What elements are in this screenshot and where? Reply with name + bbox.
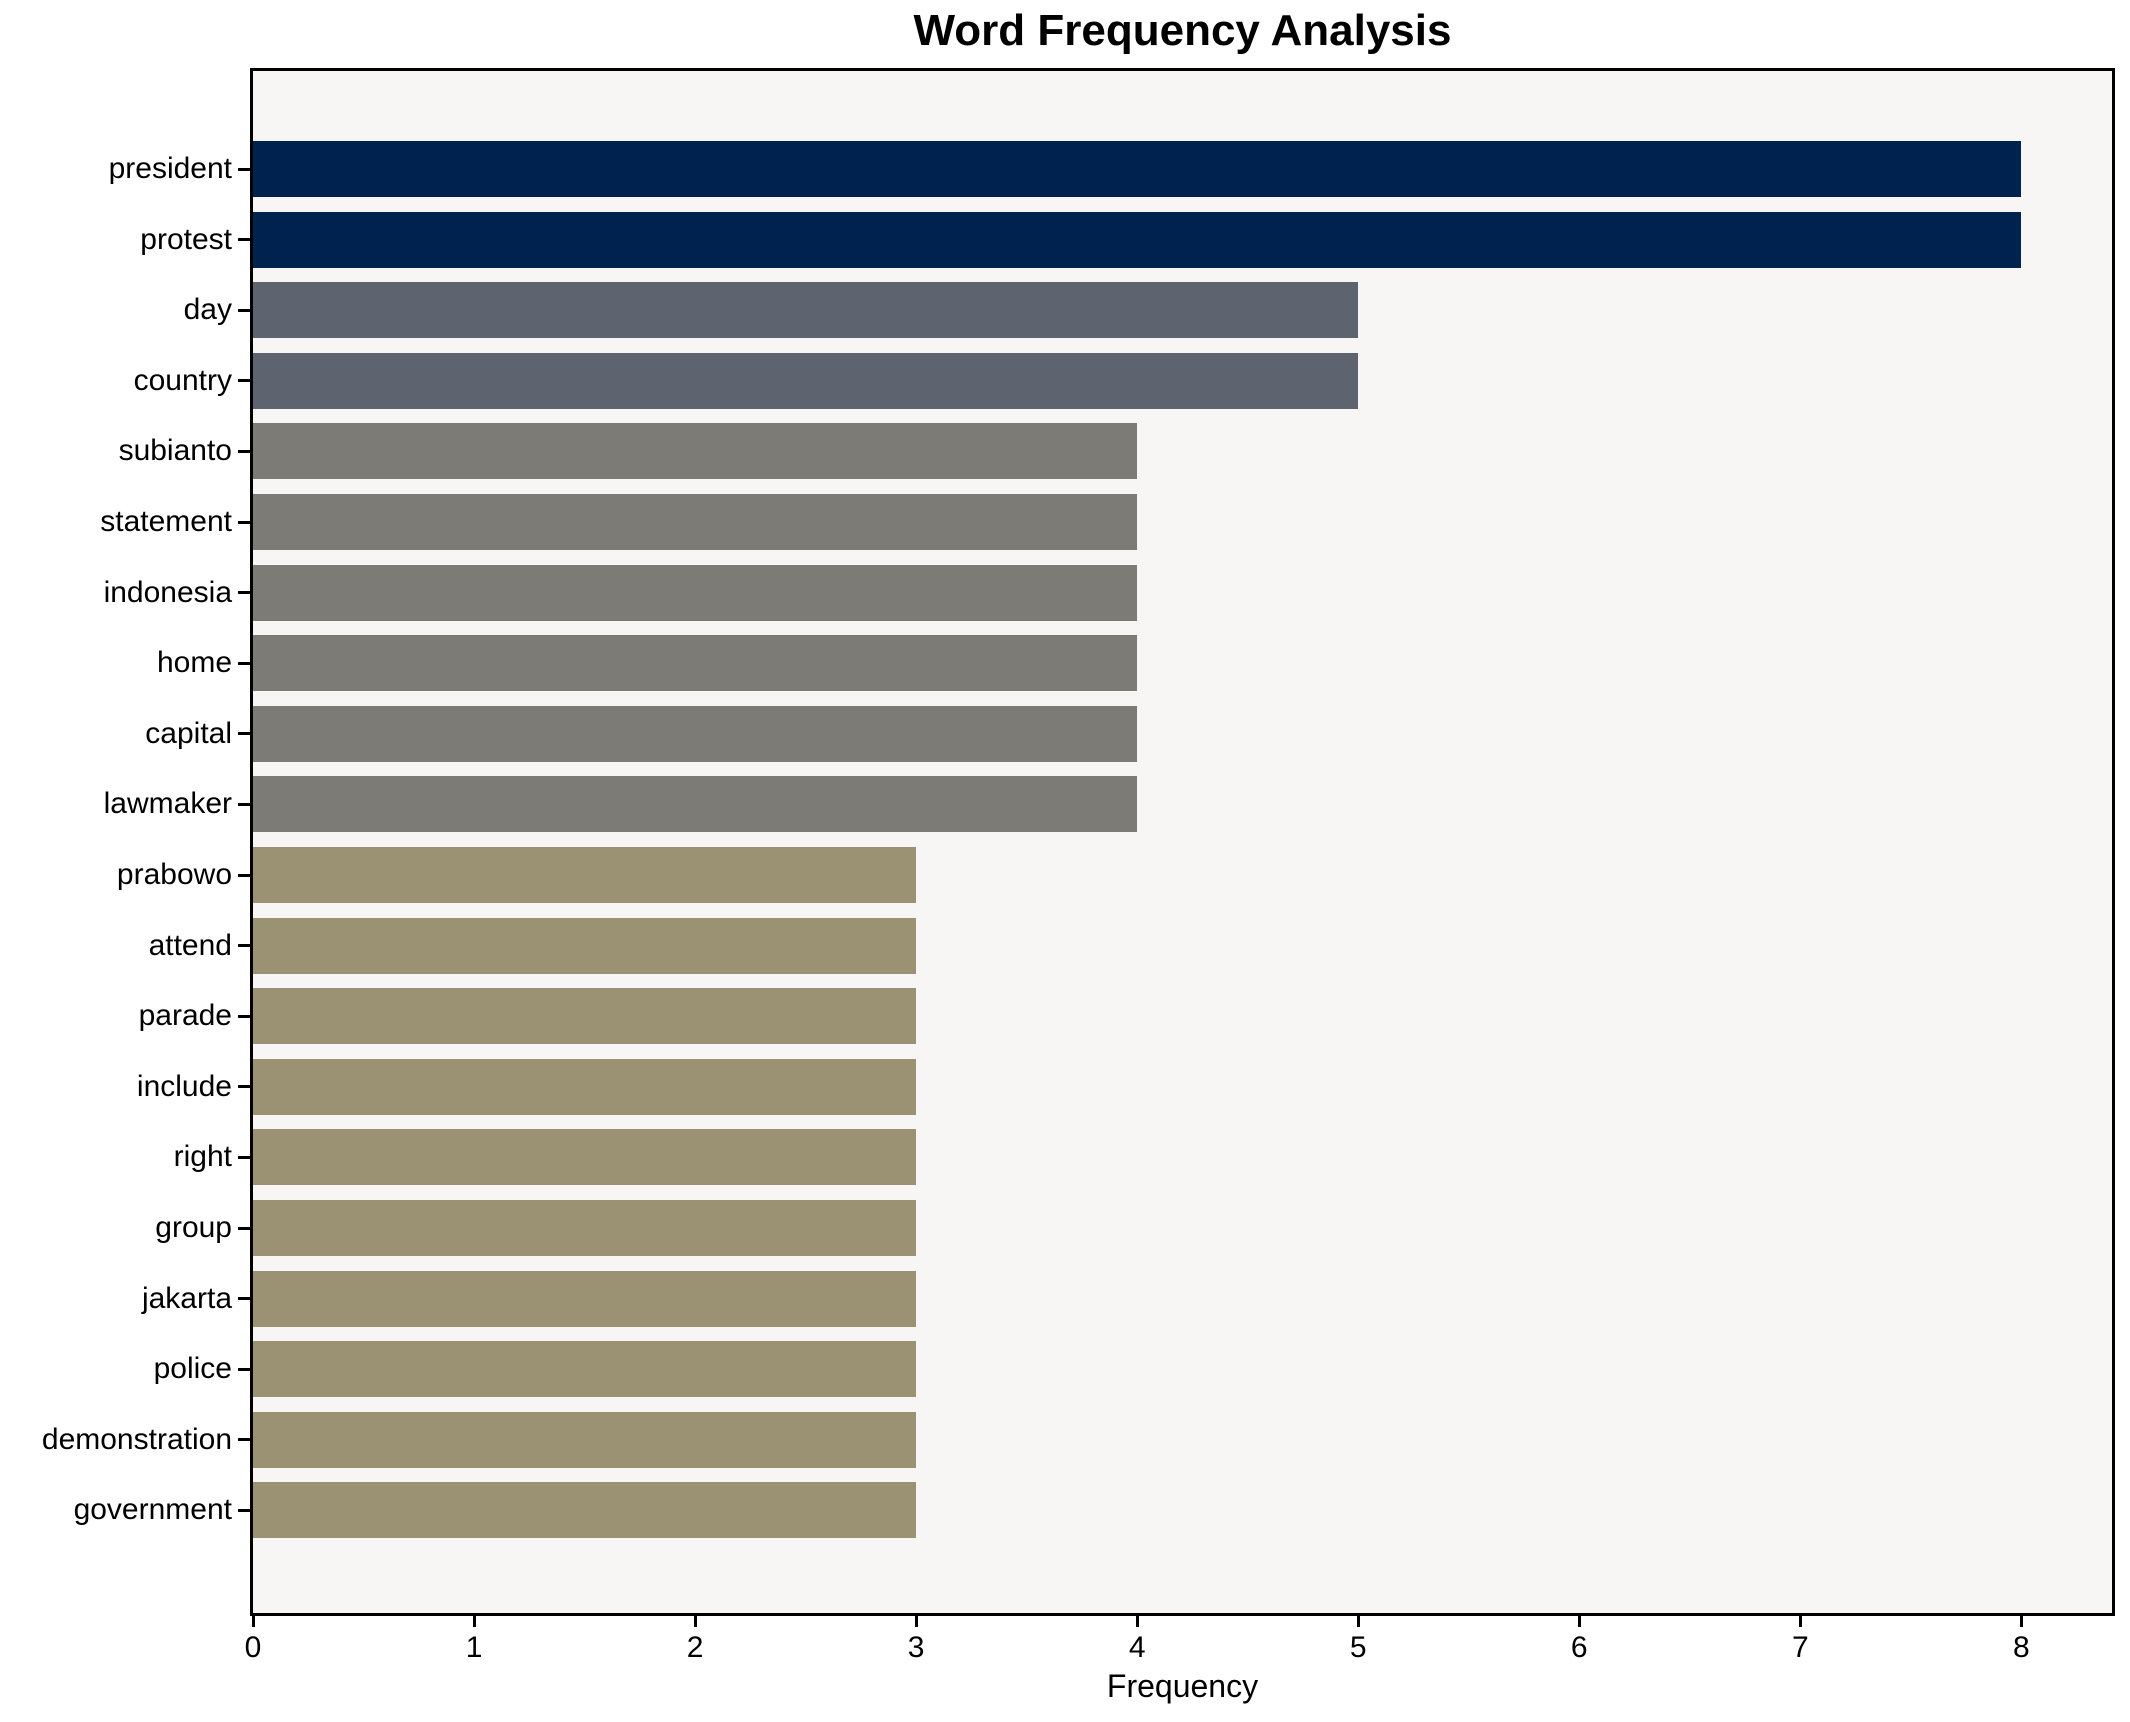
x-tick-label-1: 1: [465, 1631, 483, 1664]
bar-group: [253, 1200, 917, 1256]
y-tick-label-parade: parade: [138, 999, 232, 1033]
y-tick-label-indonesia: indonesia: [103, 575, 232, 609]
y-tick-label-attend: attend: [148, 928, 232, 962]
y-tick-label-police: police: [153, 1352, 232, 1386]
bar-parade: [253, 988, 917, 1045]
bar-right: [253, 1129, 917, 1186]
y-tick-mark: [238, 1367, 251, 1371]
y-tick-mark: [238, 1155, 251, 1159]
y-tick-mark: [238, 167, 251, 171]
y-tick-mark: [238, 308, 251, 312]
y-tick-mark: [238, 1508, 251, 1512]
y-tick-label-demonstration: demonstration: [41, 1422, 232, 1456]
y-tick-mark: [238, 944, 251, 948]
x-tick-mark: [2019, 1616, 2023, 1627]
y-tick-label-president: president: [108, 152, 232, 185]
y-tick-mark: [238, 449, 251, 453]
y-tick-mark: [238, 802, 251, 806]
bar-subianto: [253, 423, 1138, 480]
bar-statement: [253, 494, 1138, 550]
bar-lawmaker: [253, 776, 1138, 833]
y-tick-label-right: right: [173, 1140, 232, 1174]
y-tick-mark: [238, 873, 251, 877]
x-tick-label-4: 4: [1128, 1631, 1146, 1664]
y-tick-mark: [238, 520, 251, 524]
bar-demonstration: [253, 1411, 917, 1468]
y-tick-mark: [238, 1297, 251, 1301]
bar-police: [253, 1341, 917, 1398]
bar-president: [253, 141, 2022, 197]
y-tick-label-include: include: [136, 1069, 232, 1103]
x-axis-label: Frequency: [1106, 1668, 1259, 1704]
y-tick-label-government: government: [73, 1493, 232, 1527]
x-tick-mark: [1798, 1616, 1802, 1627]
bar-include: [253, 1058, 917, 1115]
y-tick-label-group: group: [155, 1211, 232, 1244]
y-tick-label-prabowo: prabowo: [116, 858, 232, 891]
x-tick-mark: [693, 1616, 697, 1627]
plot-area: [250, 68, 2115, 1616]
y-tick-label-home: home: [156, 646, 232, 680]
bar-home: [253, 635, 1138, 692]
x-tick-mark: [1135, 1616, 1139, 1627]
x-tick-mark: [1577, 1616, 1581, 1627]
y-tick-mark: [238, 238, 251, 242]
bar-attend: [253, 917, 917, 974]
y-tick-label-lawmaker: lawmaker: [103, 787, 232, 821]
x-tick-label-6: 6: [1570, 1631, 1588, 1664]
x-tick-mark: [251, 1616, 255, 1627]
y-tick-mark: [238, 1438, 251, 1442]
y-tick-label-capital: capital: [145, 716, 232, 750]
bar-capital: [253, 705, 1138, 762]
y-tick-label-subianto: subianto: [118, 434, 232, 468]
x-tick-label-3: 3: [907, 1631, 925, 1664]
y-tick-label-jakarta: jakarta: [141, 1281, 232, 1315]
x-tick-mark: [914, 1616, 918, 1627]
bar-government: [253, 1482, 917, 1539]
bar-country: [253, 352, 1359, 409]
y-tick-mark: [238, 1226, 251, 1230]
bar-jakarta: [253, 1270, 917, 1327]
x-tick-label-8: 8: [2013, 1631, 2030, 1664]
x-tick-mark: [1356, 1616, 1360, 1627]
y-tick-mark: [238, 1014, 251, 1018]
bar-day: [253, 282, 1359, 339]
x-tick-mark: [472, 1616, 476, 1627]
y-tick-label-protest: protest: [140, 222, 232, 256]
y-tick-label-statement: statement: [100, 505, 232, 538]
y-tick-mark: [238, 732, 251, 736]
bar-prabowo: [253, 847, 917, 903]
y-tick-label-country: country: [133, 363, 232, 397]
x-tick-label-0: 0: [244, 1631, 262, 1664]
x-tick-label-7: 7: [1791, 1631, 1809, 1664]
y-tick-mark: [238, 1085, 251, 1089]
x-tick-label-5: 5: [1349, 1631, 1367, 1664]
y-tick-mark: [238, 661, 251, 665]
y-tick-label-day: day: [183, 293, 232, 327]
chart-title: Word Frequency Analysis: [913, 6, 1452, 55]
bar-indonesia: [253, 564, 1138, 621]
y-tick-mark: [238, 379, 251, 383]
y-tick-mark: [238, 591, 251, 595]
bar-protest: [253, 211, 2022, 268]
x-tick-label-2: 2: [686, 1631, 704, 1664]
